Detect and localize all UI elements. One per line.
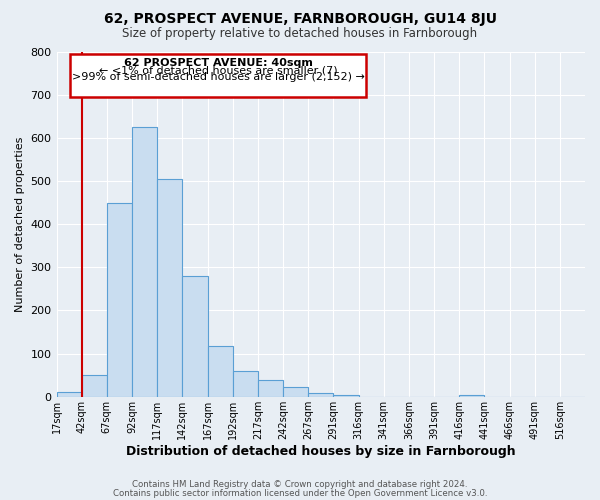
Bar <box>132 127 157 397</box>
Text: Contains HM Land Registry data © Crown copyright and database right 2024.: Contains HM Land Registry data © Crown c… <box>132 480 468 489</box>
Bar <box>157 179 182 397</box>
Bar <box>334 394 359 397</box>
Bar <box>233 371 258 397</box>
Bar <box>82 375 107 397</box>
Bar <box>56 392 82 397</box>
Text: Contains public sector information licensed under the Open Government Licence v3: Contains public sector information licen… <box>113 488 487 498</box>
Y-axis label: Number of detached properties: Number of detached properties <box>15 136 25 312</box>
X-axis label: Distribution of detached houses by size in Farnborough: Distribution of detached houses by size … <box>126 444 515 458</box>
Text: Size of property relative to detached houses in Farnborough: Size of property relative to detached ho… <box>122 28 478 40</box>
Text: ← <1% of detached houses are smaller (7): ← <1% of detached houses are smaller (7) <box>99 66 338 76</box>
Text: 62, PROSPECT AVENUE, FARNBOROUGH, GU14 8JU: 62, PROSPECT AVENUE, FARNBOROUGH, GU14 8… <box>104 12 497 26</box>
Bar <box>308 394 334 397</box>
Bar <box>107 202 132 397</box>
Bar <box>208 346 233 397</box>
Bar <box>182 276 208 397</box>
FancyBboxPatch shape <box>70 54 366 97</box>
Text: 62 PROSPECT AVENUE: 40sqm: 62 PROSPECT AVENUE: 40sqm <box>124 58 313 68</box>
Bar <box>258 380 283 397</box>
Text: >99% of semi-detached houses are larger (2,152) →: >99% of semi-detached houses are larger … <box>72 72 365 82</box>
Bar <box>459 394 484 397</box>
Bar <box>283 388 308 397</box>
